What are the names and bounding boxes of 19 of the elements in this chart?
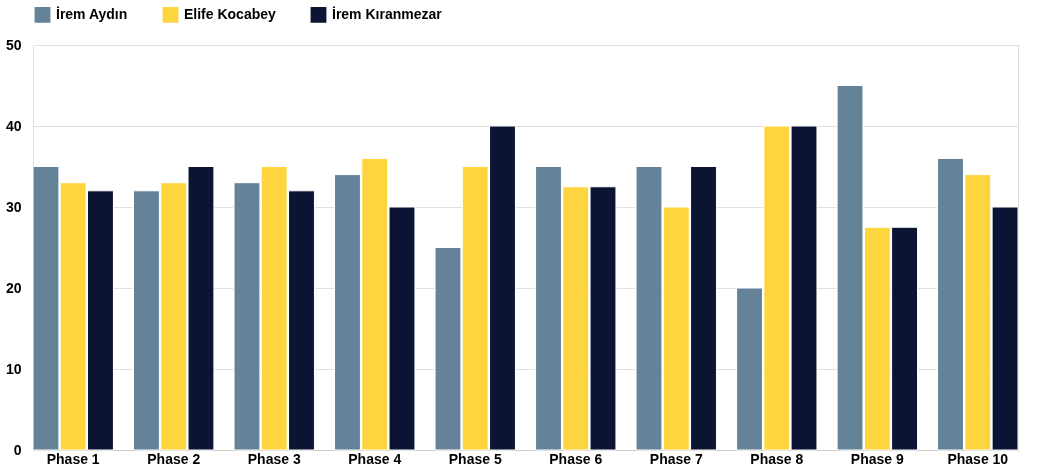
- x-tick-label: Phase 4: [348, 450, 402, 467]
- y-tick-label: 40: [5, 117, 22, 134]
- y-tick-label: 30: [5, 198, 22, 215]
- x-tick-label: Phase 8: [750, 450, 804, 467]
- y-tick-label: 20: [5, 279, 22, 296]
- legend-label: İrem Aydın: [56, 5, 128, 22]
- x-tick-label: Phase 3: [247, 450, 301, 467]
- y-tick-label: 50: [5, 36, 22, 53]
- legend-label: İrem Kıranmezar: [332, 5, 443, 22]
- x-tick-label: Phase 5: [448, 450, 502, 467]
- x-tick-label: Phase 7: [649, 450, 703, 467]
- y-tick-label: 0: [13, 441, 22, 458]
- x-tick-label: Phase 1: [46, 450, 100, 467]
- x-tick-label: Phase 10: [947, 450, 1009, 467]
- legend-label: Elife Kocabey: [184, 5, 277, 22]
- x-tick-label: Phase 6: [549, 450, 603, 467]
- x-tick-label: Phase 9: [850, 450, 904, 467]
- x-tick-label: Phase 2: [147, 450, 201, 467]
- y-tick-label: 10: [5, 360, 22, 377]
